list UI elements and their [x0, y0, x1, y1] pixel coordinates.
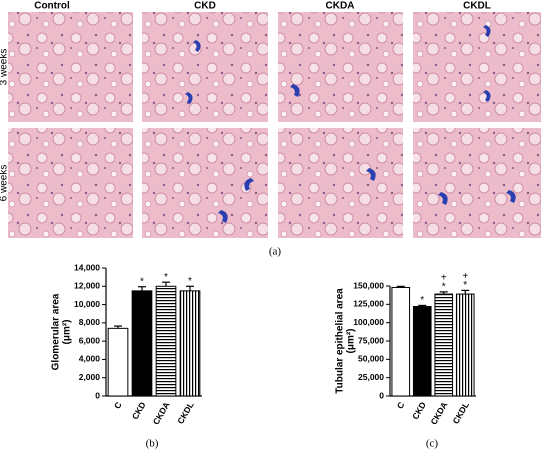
significance-mark: +	[462, 271, 468, 282]
row-label: 3 weeks	[0, 49, 10, 86]
y-tick-label: 0	[379, 390, 384, 400]
micrograph	[413, 12, 541, 122]
x-tick-label: CKDA	[151, 400, 172, 426]
bar	[179, 290, 201, 397]
y-tick-label: 125,000	[353, 299, 384, 309]
bar	[155, 285, 177, 397]
y-tick-label: 150,000	[353, 280, 384, 290]
bar	[131, 290, 153, 397]
panel-label: (c)	[426, 438, 439, 450]
significance-mark: *	[442, 282, 446, 293]
y-axis-label: (μm²)	[62, 320, 73, 345]
x-tick-label: CKDA	[428, 400, 449, 426]
x-tick-label: C	[395, 400, 407, 410]
bar	[391, 286, 411, 397]
y-tick-label: 8,000	[79, 317, 101, 327]
x-tick-label: CKD	[130, 400, 148, 421]
y-tick-label: 6,000	[79, 335, 101, 345]
column-header: CKDA	[326, 1, 355, 12]
y-tick-label: 0	[95, 390, 100, 400]
micrograph	[8, 12, 133, 122]
significance-mark: *	[188, 276, 192, 287]
arrowheads	[185, 25, 516, 223]
y-tick-label: 4,000	[79, 354, 101, 364]
significance-mark: *	[463, 280, 467, 291]
y-tick-label: 50,000	[358, 354, 384, 364]
y-axis-label: Tubular epithelial area	[335, 288, 346, 394]
micrograph	[278, 12, 403, 122]
column-header: CKD	[194, 1, 216, 12]
significance-mark: *	[164, 272, 168, 283]
histology-panels: Control CKD CKDA CKDL 3 weeks 6 weeks (a…	[0, 1, 541, 258]
y-tick-label: 14,000	[74, 262, 100, 272]
micrograph	[8, 128, 133, 238]
micrograph	[142, 12, 268, 122]
significance-mark: *	[140, 276, 144, 287]
bar	[412, 306, 432, 397]
y-tick-label: 10,000	[74, 299, 100, 309]
micrograph	[413, 128, 541, 238]
panel-label: (a)	[269, 246, 282, 258]
x-tick-label: CKDL	[450, 400, 470, 425]
significance-mark: *	[420, 295, 424, 306]
y-tick-label: 100,000	[353, 317, 384, 327]
y-tick-label: 12,000	[74, 281, 100, 291]
bar	[455, 293, 475, 397]
column-header: Control	[34, 1, 70, 12]
y-tick-label: 2,000	[79, 372, 101, 382]
column-header: CKDL	[463, 1, 491, 12]
x-tick-label: CKDL	[175, 400, 195, 425]
significance-mark: +	[441, 273, 447, 284]
y-tick-label: 75,000	[358, 335, 384, 345]
y-tick-label: 25,000	[358, 372, 384, 382]
panel-label: (b)	[146, 438, 159, 450]
x-tick-label: CKD	[410, 400, 428, 421]
x-tick-label: C	[112, 400, 124, 410]
y-axis-label: (μm²)	[346, 329, 357, 354]
row-label: 6 weeks	[0, 165, 10, 202]
bar	[107, 327, 129, 397]
y-axis-label: Glomerular area	[51, 293, 62, 370]
micrograph	[278, 128, 403, 238]
bar	[434, 293, 454, 397]
